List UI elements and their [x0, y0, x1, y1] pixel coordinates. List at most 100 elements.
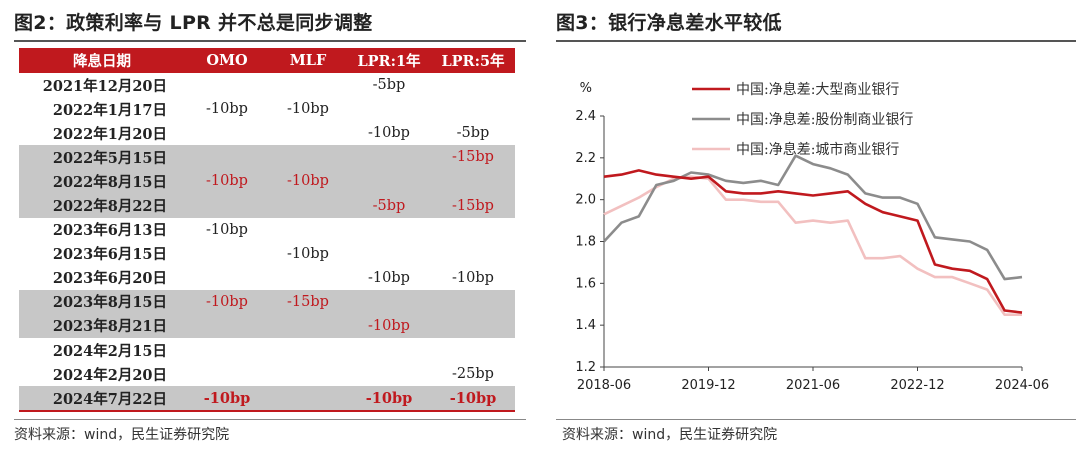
cell-date: 2022年1月17日 — [52, 101, 167, 119]
y-axis-unit-label: % — [580, 81, 592, 96]
source-divider — [14, 419, 526, 420]
cell-date: 2023年8月15日 — [19, 289, 185, 314]
rate-cut-table: 降息日期 OMO MLF LPR:1年 LPR:5年 2021年12月20日 -5bp 20… — [19, 48, 515, 413]
cell-omo: -10bp — [185, 169, 269, 194]
cell-lpr-5y — [431, 338, 515, 362]
cell-mlf — [269, 386, 347, 413]
figure-2-title: 图2：政策利率与 LPR 并不总是同步调整 — [14, 12, 373, 34]
table-row: 2022年1月17日 -10bp -10bp — [19, 97, 515, 121]
cell-mlf — [269, 313, 347, 339]
table-row: 2022年8月22日 -5bp -15bp — [19, 193, 515, 218]
cell-lpr-1y: -5bp — [372, 77, 406, 94]
table-row: 2023年6月15日 -10bp — [19, 242, 515, 266]
x-tick-label: 2024-06 — [995, 378, 1049, 393]
cell-date: 2023年8月21日 — [19, 313, 185, 339]
cell-omo: -10bp — [206, 101, 248, 118]
cell-mlf: -15bp — [269, 289, 347, 314]
table-body: 2021年12月20日 -5bp 2022年1月17日 -10bp -10bp 2022年… — [19, 73, 515, 413]
cell-omo — [185, 266, 269, 290]
cell-lpr-5y — [431, 169, 515, 194]
cell-lpr-5y: -5bp — [456, 125, 490, 142]
cell-omo: -10bp — [185, 289, 269, 314]
y-tick-label: 2.2 — [575, 151, 596, 166]
cell-omo — [185, 242, 269, 266]
header-lpr-1y: LPR:1年 — [347, 48, 431, 73]
cell-lpr-1y — [347, 169, 431, 194]
cell-lpr-1y — [347, 338, 431, 362]
cell-date: 2022年8月15日 — [19, 169, 185, 194]
cell-lpr-1y — [347, 289, 431, 314]
y-tick-label: 1.8 — [575, 235, 596, 250]
cell-mlf — [269, 218, 347, 242]
cell-lpr-1y: -10bp — [347, 313, 431, 339]
cell-lpr-5y — [431, 242, 515, 266]
cell-omo — [185, 362, 269, 386]
legend-label-1: 中国:净息差:大型商业银行 — [736, 81, 899, 98]
right-panel: 图3：银行净息差水平较低 1.2 1.4 1.6 1.8 2.0 2.2 2.4% 2018-… — [552, 0, 1080, 452]
table-row: 2022年1月20日 -10bp -5bp — [19, 121, 515, 145]
left-panel: 图2：政策利率与 LPR 并不总是同步调整 降息日期 OMO MLF LPR:1年 LP… — [14, 12, 526, 443]
cell-omo: -10bp — [185, 386, 269, 413]
x-tick-label: 2021-06 — [786, 378, 840, 393]
cell-date: 2023年6月13日 — [52, 222, 167, 240]
cell-lpr-1y — [347, 97, 431, 121]
cell-lpr-5y — [431, 97, 515, 121]
header-lpr-5y: LPR:5年 — [431, 48, 515, 73]
legend-label-2: 中国:净息差:股份制商业银行 — [736, 111, 913, 128]
cell-date: 2023年6月20日 — [52, 270, 167, 288]
cell-mlf — [269, 145, 347, 170]
figure-3-title: 图3：银行净息差水平较低 — [556, 12, 782, 34]
title-divider — [14, 40, 526, 42]
cell-mlf — [269, 121, 347, 145]
header-omo: OMO — [185, 48, 269, 73]
cell-omo — [185, 73, 269, 97]
series-line-3 — [603, 175, 1022, 317]
cell-lpr-1y — [347, 145, 431, 170]
cell-mlf — [269, 266, 347, 290]
header-mlf: MLF — [269, 48, 347, 73]
cell-omo — [185, 121, 269, 145]
cell-date: 2024年2月20日 — [52, 366, 167, 384]
cell-lpr-5y — [431, 289, 515, 314]
cell-omo — [185, 313, 269, 339]
cell-lpr-1y — [347, 242, 431, 266]
cell-omo: -10bp — [206, 221, 248, 238]
table-row: 2024年7月22日 -10bp -10bp -10bp — [19, 386, 515, 413]
cell-date: 2023年6月15日 — [52, 246, 167, 264]
source-note: 资料来源：wind，民生证券研究院 — [562, 427, 778, 443]
cell-date: 2022年1月20日 — [52, 125, 167, 143]
table-row: 2024年2月20日 -25bp — [19, 362, 515, 386]
table-header-row: 降息日期 OMO MLF LPR:1年 LPR:5年 — [19, 48, 515, 73]
series-line-2 — [603, 154, 1023, 281]
cell-omo — [185, 338, 269, 362]
series-line-1 — [603, 169, 1023, 314]
nim-line-chart: 1.2 1.4 1.6 1.8 2.0 2.2 2.4% 2018-06 2019-12 2021… — [575, 81, 1049, 393]
x-tick-label: 2018-06 — [577, 378, 631, 393]
cell-mlf: -10bp — [269, 169, 347, 194]
cell-lpr-1y: -10bp — [347, 386, 431, 413]
cell-lpr-5y — [431, 313, 515, 339]
cell-lpr-1y: -5bp — [347, 193, 431, 218]
table-row: 2022年5月15日 -15bp — [19, 145, 515, 170]
cell-lpr-1y: -10bp — [368, 125, 410, 142]
y-tick-label: 2.4 — [575, 109, 596, 124]
x-tick-label: 2019-12 — [681, 378, 735, 393]
cell-mlf: -10bp — [287, 101, 329, 118]
cell-lpr-5y — [431, 73, 515, 97]
cell-lpr-5y: -10bp — [452, 269, 494, 286]
cell-lpr-5y — [431, 218, 515, 242]
table-row: 2023年8月15日 -10bp -15bp — [19, 289, 515, 314]
cell-date: 2024年7月22日 — [19, 386, 185, 413]
cell-mlf — [269, 73, 347, 97]
cell-lpr-1y: -10bp — [368, 269, 410, 286]
title-divider — [556, 40, 1076, 42]
y-tick-label: 1.4 — [575, 318, 596, 333]
cell-date: 2021年12月20日 — [42, 77, 167, 95]
cell-lpr-5y: -15bp — [431, 145, 515, 170]
source-divider — [556, 419, 1076, 420]
cell-mlf — [269, 338, 347, 362]
cell-lpr-1y — [347, 362, 431, 386]
table-row: 2023年6月20日 -10bp -10bp — [19, 266, 515, 290]
cell-lpr-5y: -25bp — [452, 366, 494, 383]
cell-omo — [185, 145, 269, 170]
